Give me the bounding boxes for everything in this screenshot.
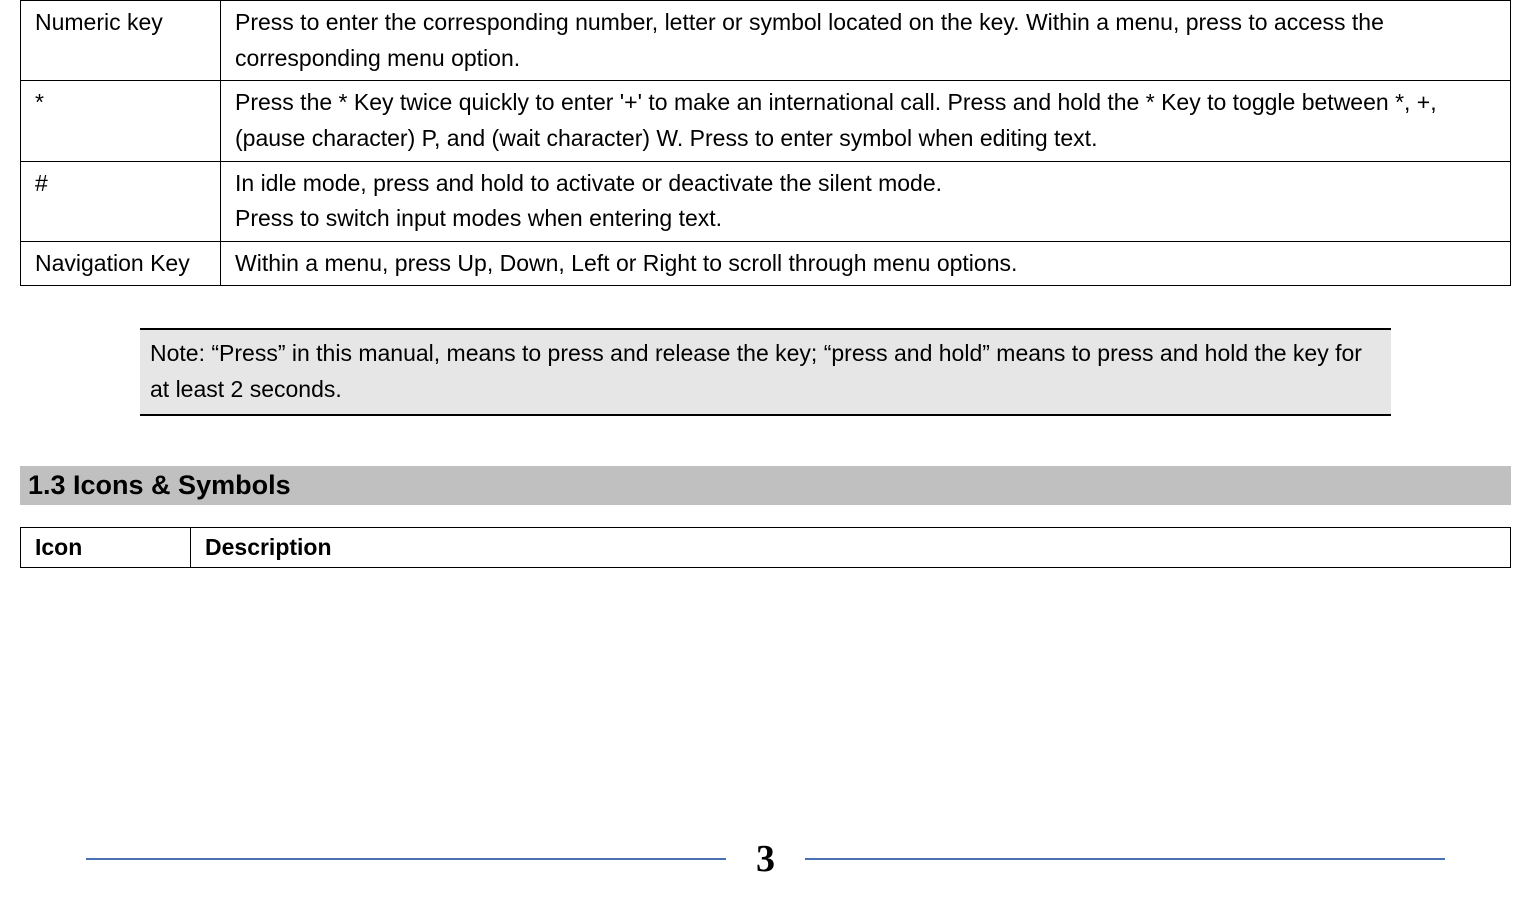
keys-table: Numeric key Press to enter the correspon… — [20, 0, 1511, 286]
page-content: Numeric key Press to enter the correspon… — [0, 0, 1531, 568]
page-number: 3 — [726, 837, 805, 881]
key-cell: Numeric key — [21, 1, 221, 81]
desc-cell: Press the * Key twice quickly to enter '… — [221, 81, 1511, 161]
icons-table: Icon Description — [20, 527, 1511, 568]
footer-line-right — [805, 858, 1445, 860]
desc-cell: In idle mode, press and hold to activate… — [221, 161, 1511, 241]
page-footer: 3 — [0, 837, 1531, 881]
key-cell: * — [21, 81, 221, 161]
desc-cell: Press to enter the corresponding number,… — [221, 1, 1511, 81]
desc-cell: Within a menu, press Up, Down, Left or R… — [221, 241, 1511, 286]
table-row: Navigation Key Within a menu, press Up, … — [21, 241, 1511, 286]
table-row: Numeric key Press to enter the correspon… — [21, 1, 1511, 81]
note-box: Note: “Press” in this manual, means to p… — [140, 328, 1391, 415]
section-heading: 1.3 Icons & Symbols — [20, 466, 1511, 505]
key-cell: # — [21, 161, 221, 241]
table-row: # In idle mode, press and hold to activa… — [21, 161, 1511, 241]
key-cell: Navigation Key — [21, 241, 221, 286]
icon-header-cell: Icon — [21, 527, 191, 567]
table-row: * Press the * Key twice quickly to enter… — [21, 81, 1511, 161]
footer-line-left — [86, 858, 726, 860]
desc-header-cell: Description — [191, 527, 1511, 567]
table-row: Icon Description — [21, 527, 1511, 567]
